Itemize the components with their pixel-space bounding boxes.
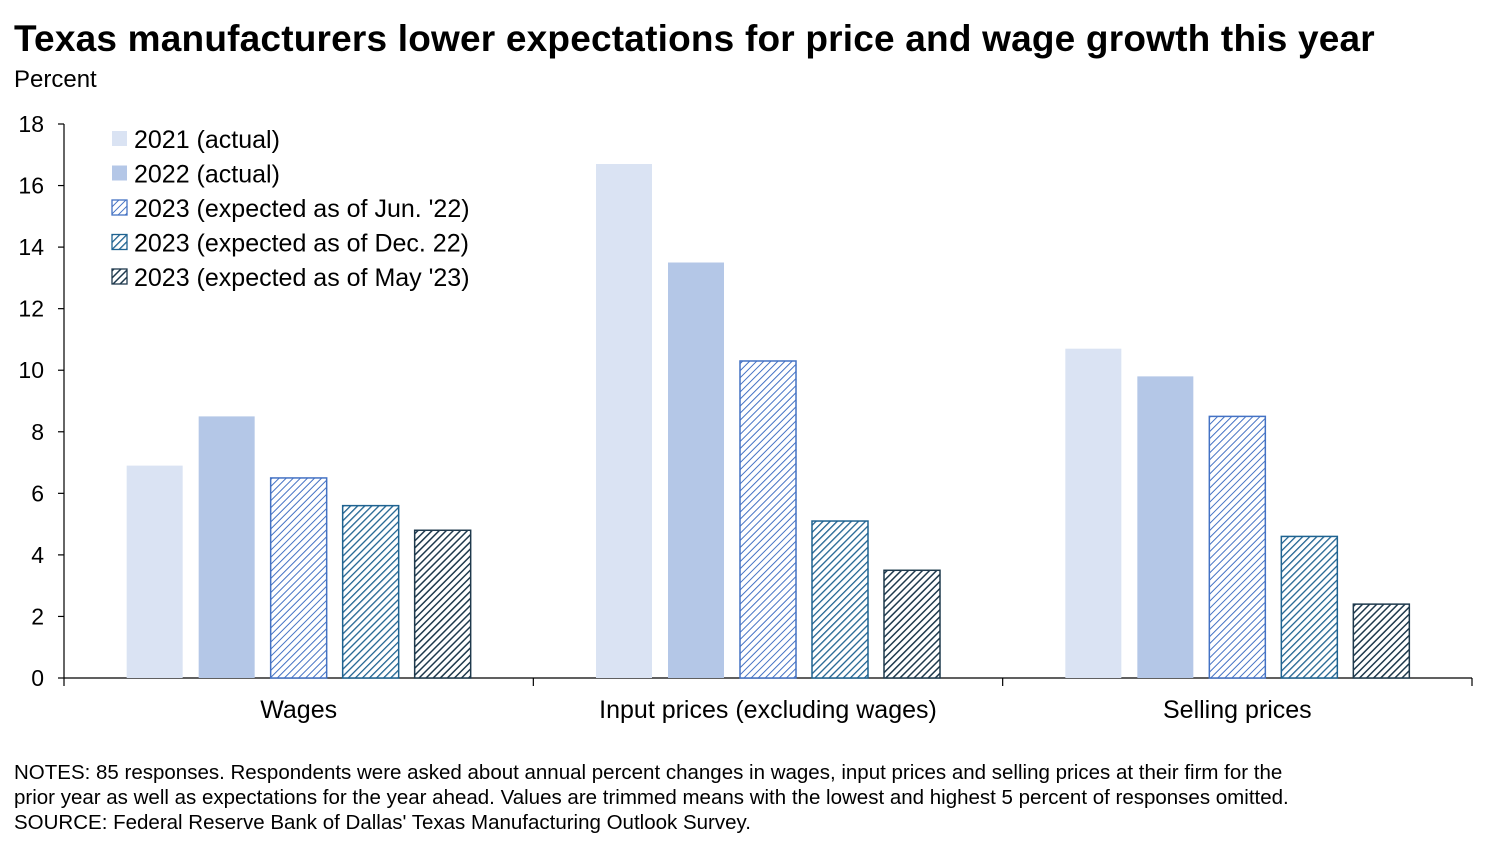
x-category-label: Selling prices <box>1163 696 1312 724</box>
bar <box>883 569 941 679</box>
bar <box>1065 348 1122 678</box>
notes-line-2: prior year as well as expectations for t… <box>14 786 1289 809</box>
y-tick-label: 0 <box>31 665 44 691</box>
legend-swatch <box>111 268 128 285</box>
legend-label: 2023 (expected as of Dec. 22) <box>134 230 469 258</box>
bar <box>596 164 652 678</box>
legend: 2021 (actual) 2022 (actual) 2023 (expected… <box>111 126 470 292</box>
y-tick-label: 8 <box>31 419 44 445</box>
y-tick-label: 14 <box>18 234 44 260</box>
bar <box>739 360 797 679</box>
y-tick-label: 18 <box>18 111 44 137</box>
legend-label: 2022 (actual) <box>134 161 280 189</box>
bar <box>126 465 183 678</box>
y-tick-label: 2 <box>31 603 44 629</box>
y-tick-label: 12 <box>18 296 44 322</box>
bar <box>1137 376 1194 678</box>
legend-swatch <box>111 199 128 216</box>
legend-swatch <box>111 233 128 251</box>
legend-label: 2023 (expected as of May '23) <box>134 264 470 292</box>
legend-swatch <box>112 131 127 146</box>
chart-title: Texas manufacturers lower expectations f… <box>14 18 1375 59</box>
bars <box>126 164 1411 679</box>
bar <box>1280 535 1339 679</box>
bar <box>1352 603 1411 679</box>
bar <box>1208 415 1267 679</box>
y-tick-label: 16 <box>18 173 44 199</box>
bar <box>269 477 328 679</box>
y-tick-label: 6 <box>31 480 44 506</box>
axes: 0 2 4 6 8 10 12 14 16 18 Wages Input prices (exclud… <box>18 111 1473 724</box>
footnotes: NOTES: 85 responses. Respondents were as… <box>14 760 1480 835</box>
x-category-label: Wages <box>260 696 337 724</box>
legend-label: 2023 (expected as of Jun. '22) <box>134 195 470 223</box>
y-tick-label: 10 <box>18 357 44 383</box>
bar <box>811 520 869 679</box>
legend-swatch <box>112 165 127 181</box>
source-line: SOURCE: Federal Reserve Bank of Dallas' … <box>14 811 751 834</box>
x-category-label: Input prices (excluding wages) <box>599 696 937 724</box>
bar-chart: 0 2 4 6 8 10 12 14 16 18 Wages Input prices (exclud… <box>18 111 1473 724</box>
bar <box>413 529 472 679</box>
bar <box>341 504 400 679</box>
notes-line-1: NOTES: 85 responses. Respondents were as… <box>14 761 1283 784</box>
y-axis-label: Percent <box>14 66 97 93</box>
legend-label: 2021 (actual) <box>134 126 280 154</box>
bar <box>198 416 255 678</box>
bar <box>668 262 724 678</box>
y-tick-label: 4 <box>31 542 44 568</box>
